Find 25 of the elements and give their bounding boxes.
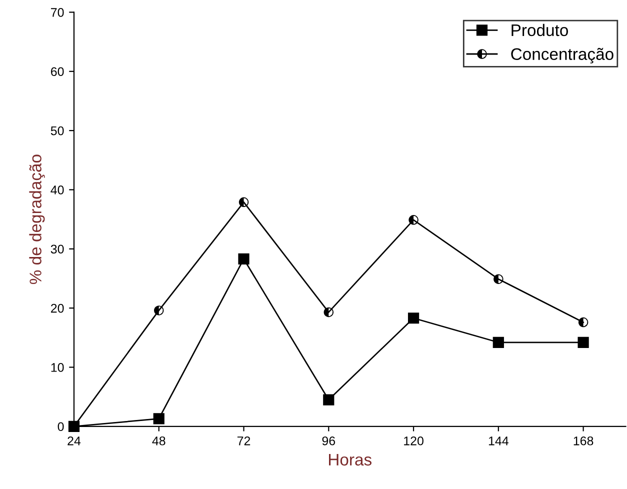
y-tick-label: 50 bbox=[50, 126, 64, 136]
y-tick-label: 30 bbox=[50, 244, 64, 254]
legend-label: Concentração bbox=[511, 48, 614, 64]
x-tick-label: 168 bbox=[574, 436, 594, 446]
y-tick-label: 10 bbox=[51, 363, 64, 372]
x-tick-label: 72 bbox=[237, 436, 250, 446]
point bbox=[323, 394, 334, 406]
y-tick-label: 60 bbox=[50, 67, 64, 76]
point bbox=[238, 253, 250, 265]
y-tick-label: 70 bbox=[51, 8, 64, 17]
y-axis-title: % de degradação bbox=[29, 154, 45, 284]
y-tick-label: 40 bbox=[50, 186, 64, 194]
x-tick-label: 96 bbox=[322, 436, 336, 446]
x-axis-title: Horas bbox=[329, 454, 372, 466]
x-tick-label: 48 bbox=[152, 436, 166, 446]
point bbox=[578, 336, 589, 348]
y-tick-label: 0 bbox=[58, 422, 64, 432]
point bbox=[492, 336, 504, 348]
point bbox=[153, 413, 164, 424]
legend-label: Produto bbox=[512, 24, 568, 36]
point bbox=[408, 312, 420, 324]
x-tick-label: 120 bbox=[404, 436, 424, 446]
x-tick-label: 144 bbox=[488, 436, 508, 446]
y-tick-label: 20 bbox=[50, 304, 64, 313]
x-tick-label: 24 bbox=[68, 436, 81, 446]
